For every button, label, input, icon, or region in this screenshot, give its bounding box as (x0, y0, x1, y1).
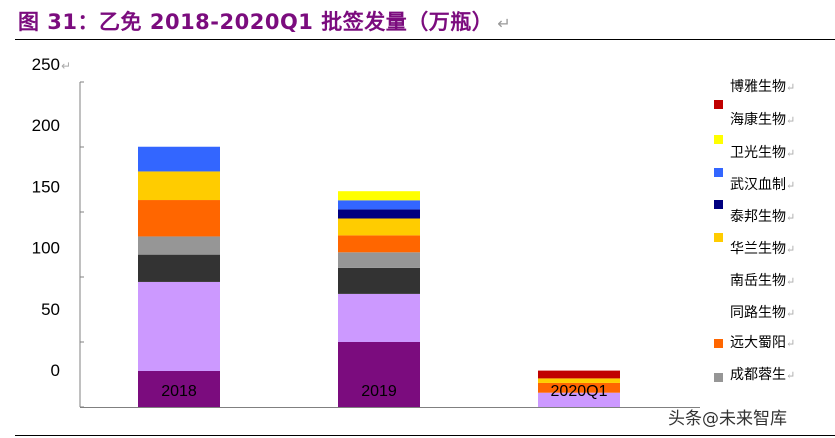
bar-segment-2019-卫光生物 (338, 191, 420, 201)
bar-segment-2019-泰邦生物 (338, 209, 420, 219)
return-mark-icon: ↵ (786, 243, 796, 256)
bar-segment-2019-同路生物 (338, 293, 420, 342)
return-mark-icon: ↵ (786, 337, 796, 350)
y-tick-label: 250 (32, 55, 60, 74)
bottom-divider (15, 435, 835, 436)
return-mark-icon: ↵ (61, 59, 71, 73)
legend-marker (714, 233, 723, 242)
legend-item-label: 卫光生物↵ (730, 142, 795, 162)
title-divider (15, 39, 835, 40)
bar-segment-2018-成都蓉生 (138, 236, 220, 255)
figure-title-text: 图 31：乙免 2018-2020Q1 批签发量（万瓶） (18, 10, 494, 34)
x-category-label: 2018 (161, 383, 197, 400)
y-tick-label: 200 (32, 116, 60, 135)
y-tick-label: 50 (41, 300, 60, 319)
x-category-label: 2020Q1 (551, 383, 608, 400)
watermark: 头条@未来智库 (668, 409, 787, 429)
legend-label-text: 南岳生物 (730, 273, 786, 289)
y-tick-label: 150 (32, 177, 60, 196)
bar-segment-2019-远大蜀阳 (338, 235, 420, 253)
bar-segment-2020Q1-海康生物 (538, 370, 620, 379)
x-category-label: 2019 (361, 383, 397, 400)
legend-label-text: 远大蜀阳 (730, 335, 786, 351)
legend-item-label: 同路生物↵ (730, 302, 795, 322)
legend-marker (714, 135, 723, 144)
legend-marker (714, 200, 723, 209)
legend-item-label: 泰邦生物↵ (730, 206, 795, 226)
legend-item-label: 华兰生物↵ (730, 238, 795, 258)
legend-label-text: 海康生物 (730, 112, 786, 128)
bar-segment-2018-华兰生物 (138, 171, 220, 201)
bar-segment-2018-武汉血制 (138, 146, 220, 172)
legend-item-label: 南岳生物↵ (730, 270, 795, 290)
legend-marker (714, 100, 723, 109)
bar-segment-2018-南岳生物 (138, 254, 220, 282)
return-mark-icon: ↵ (786, 211, 796, 224)
legend-label-text: 博雅生物 (730, 79, 786, 95)
return-mark-icon: ↵ (786, 147, 796, 160)
return-mark-icon: ↵ (786, 114, 796, 127)
legend-label-text: 华兰生物 (730, 241, 786, 257)
legend-label-text: 卫光生物 (730, 145, 786, 161)
return-mark-icon: ↵ (786, 81, 796, 94)
bar-segment-2018-同路生物 (138, 281, 220, 371)
return-mark-icon: ↵ (786, 369, 796, 382)
legend-item-label: 博雅生物↵ (730, 76, 795, 96)
legend-item-label: 远大蜀阳↵ (730, 332, 795, 352)
return-mark-icon: ↵ (786, 179, 796, 192)
bar-segment-2019-武汉血制 (338, 200, 420, 210)
legend-marker (714, 339, 723, 348)
legend-label-text: 武汉血制 (730, 177, 786, 193)
bar-segment-2020Q1-远大蜀阳 (538, 382, 620, 393)
return-mark-icon: ↵ (786, 307, 796, 320)
bar-segment-2018-远大蜀阳 (138, 200, 220, 237)
return-mark-icon: ↵ (497, 14, 512, 33)
return-mark-icon: ↵ (786, 275, 796, 288)
bar-segment-2019-南岳生物 (338, 267, 420, 294)
bar-segment-2018-series-0 (138, 370, 220, 407)
bar-segment-2020Q1-同路生物 (538, 392, 620, 407)
y-tick-label: 100 (32, 239, 60, 258)
legend-marker (714, 168, 723, 177)
bar-segment-2019-series-0 (338, 342, 420, 407)
legend-item-label: 成都蓉生↵ (730, 364, 795, 384)
legend-item-label: 武汉血制↵ (730, 174, 795, 194)
bar-segment-2019-成都蓉生 (338, 252, 420, 268)
y-tick-label: 0 (51, 361, 60, 380)
figure-title: 图 31：乙免 2018-2020Q1 批签发量（万瓶） ↵ (18, 6, 511, 36)
legend-label-text: 成都蓉生 (730, 367, 786, 383)
legend-marker (714, 373, 723, 382)
legend-label-text: 同路生物 (730, 305, 786, 321)
bar-segment-2019-华兰生物 (338, 218, 420, 236)
bar-segment-2020Q1-华兰生物 (538, 378, 620, 383)
legend-item-label: 海康生物↵ (730, 109, 795, 129)
legend-label-text: 泰邦生物 (730, 209, 786, 225)
